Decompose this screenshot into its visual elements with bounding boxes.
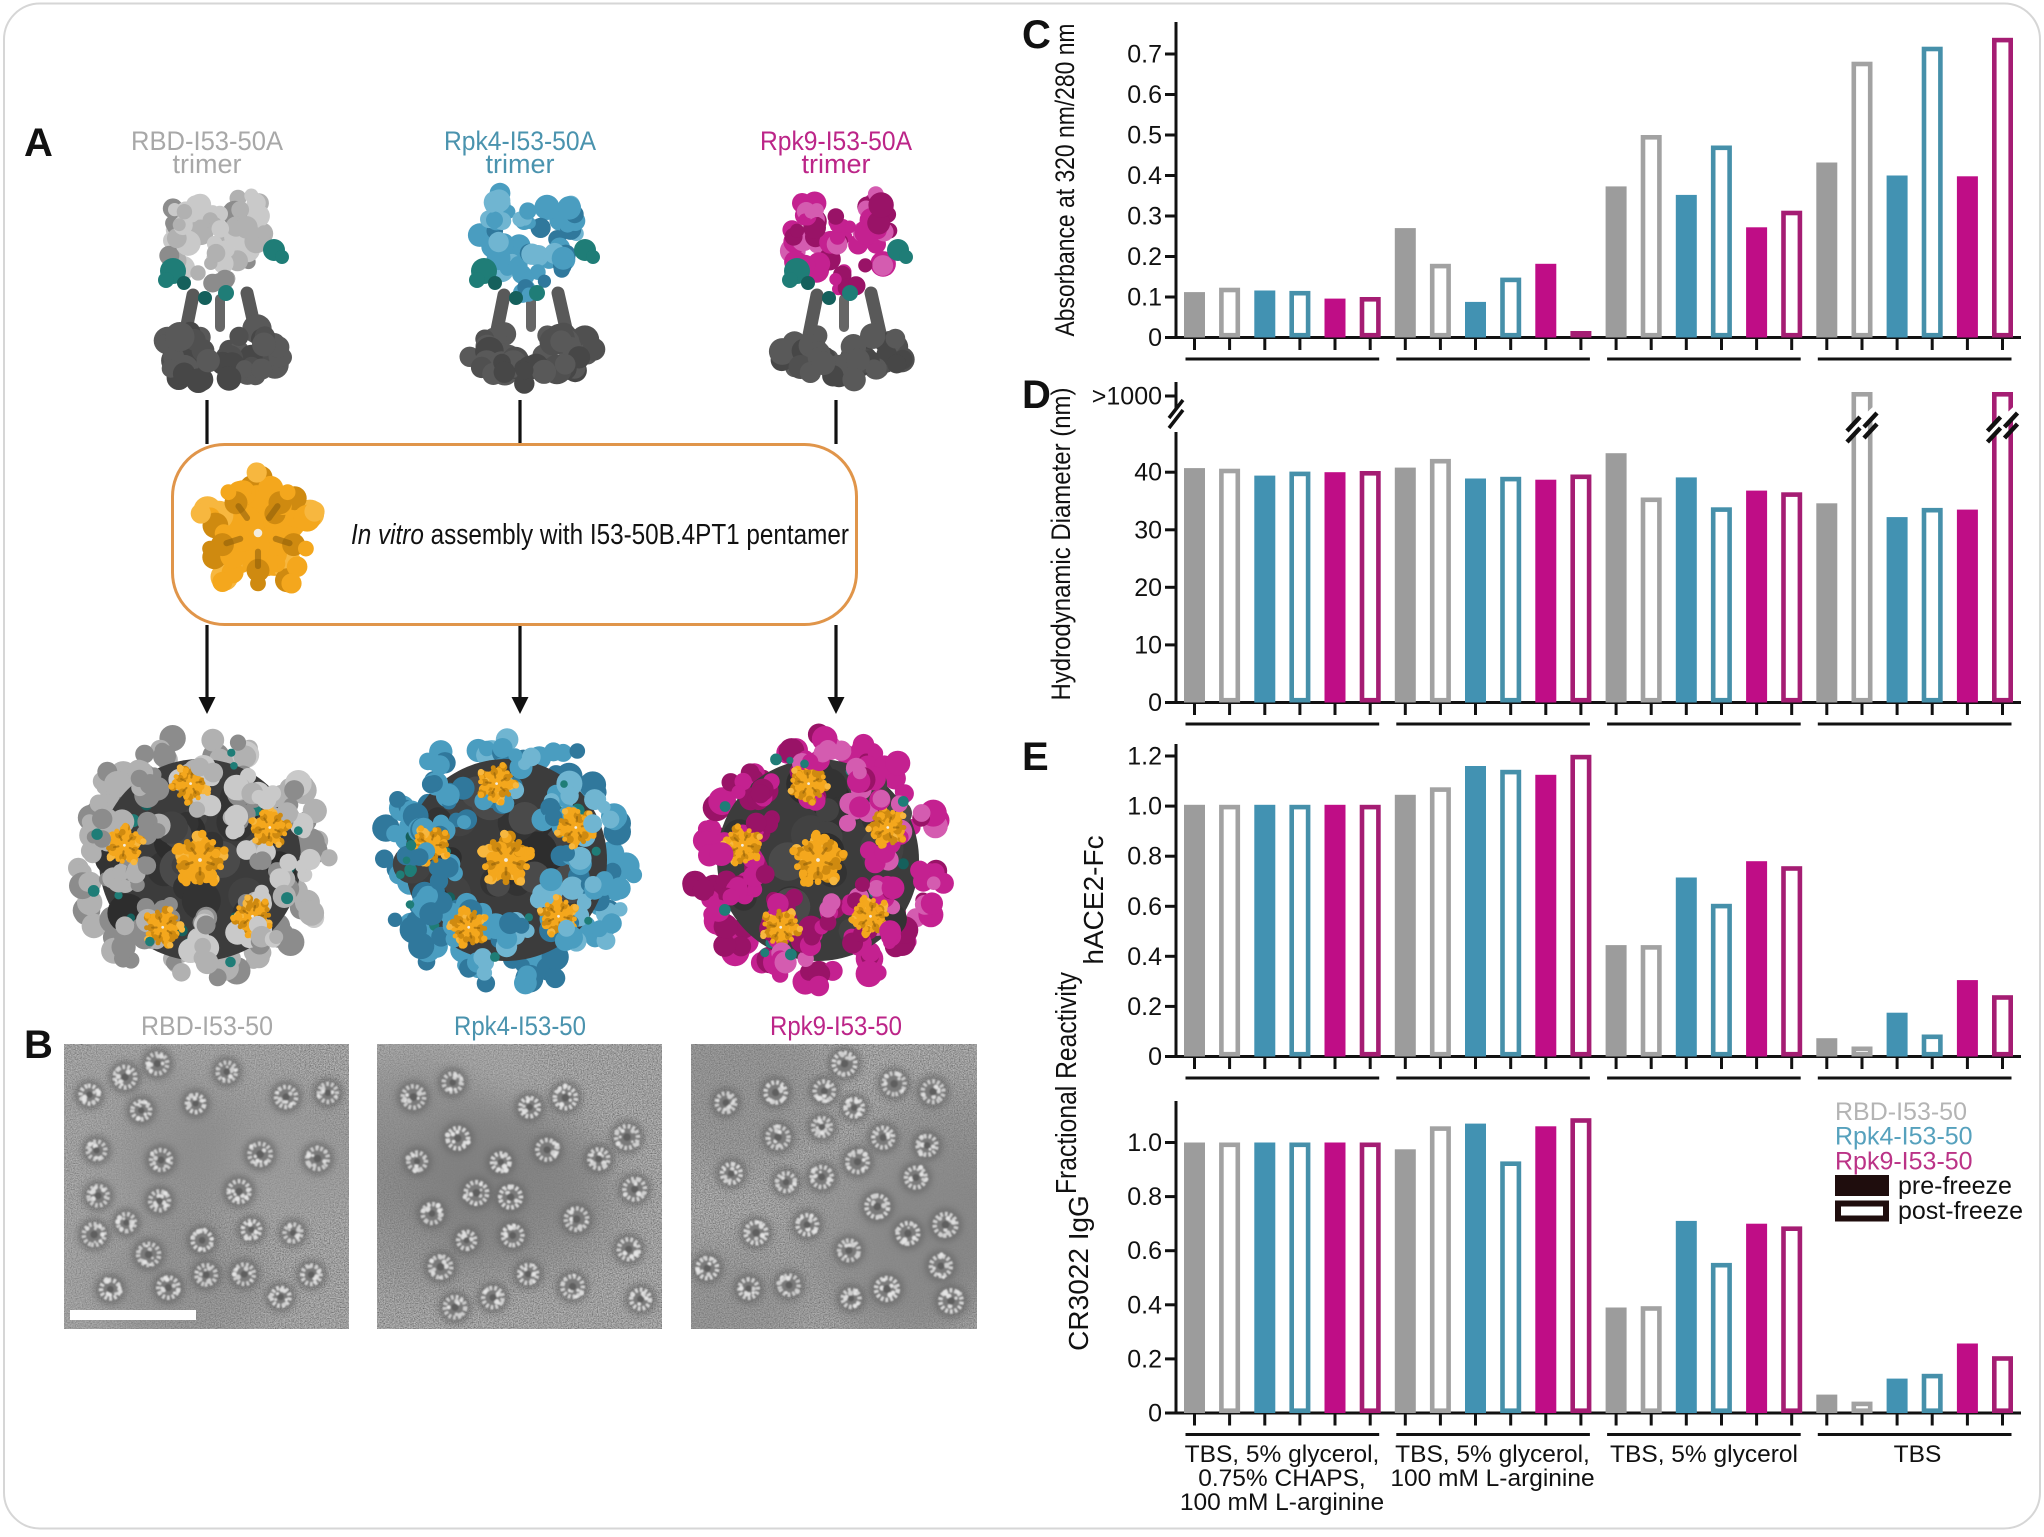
svg-text:TBS, 5% glycerol: TBS, 5% glycerol: [1610, 1441, 1798, 1468]
svg-text:C: C: [1022, 13, 1051, 57]
svg-text:trimer: trimer: [802, 149, 871, 179]
svg-text:0.7: 0.7: [1127, 41, 1162, 69]
svg-text:B: B: [24, 1023, 53, 1067]
svg-text:0.8: 0.8: [1127, 843, 1162, 871]
svg-text:0.4: 0.4: [1127, 943, 1162, 971]
svg-text:0.1: 0.1: [1127, 284, 1162, 312]
svg-text:Absorbance at 320 nm/280 nm: Absorbance at 320 nm/280 nm: [1050, 24, 1080, 337]
svg-text:0.5: 0.5: [1127, 122, 1162, 150]
svg-text:0.2: 0.2: [1127, 993, 1162, 1021]
svg-text:100 mM L-arginine: 100 mM L-arginine: [1180, 1489, 1384, 1516]
svg-text:In vitro assembly with I53-50B: In vitro assembly with I53-50B.4PT1 pent…: [351, 519, 849, 551]
svg-text:0.75% CHAPS,: 0.75% CHAPS,: [1198, 1465, 1366, 1492]
svg-text:Hydrodynamic Diameter (nm): Hydrodynamic Diameter (nm): [1046, 388, 1076, 701]
svg-text:post-freeze: post-freeze: [1898, 1197, 2023, 1225]
svg-text:A: A: [24, 121, 53, 165]
svg-text:>1000: >1000: [1092, 383, 1162, 411]
svg-text:0.4: 0.4: [1127, 162, 1162, 190]
svg-text:pre-freeze: pre-freeze: [1898, 1172, 2012, 1200]
svg-text:CR3022 IgG: CR3022 IgG: [1063, 1195, 1094, 1351]
svg-text:100 mM L-arginine: 100 mM L-arginine: [1390, 1465, 1594, 1492]
svg-text:0.6: 0.6: [1127, 1237, 1162, 1265]
svg-text:0: 0: [1148, 689, 1162, 717]
svg-text:1.0: 1.0: [1127, 793, 1162, 821]
svg-text:0.4: 0.4: [1127, 1291, 1162, 1319]
svg-text:0: 0: [1148, 1400, 1162, 1428]
svg-text:TBS: TBS: [1894, 1441, 1942, 1468]
svg-text:0.3: 0.3: [1127, 203, 1162, 231]
svg-text:0.6: 0.6: [1127, 81, 1162, 109]
svg-text:trimer: trimer: [173, 149, 242, 179]
svg-text:40: 40: [1134, 459, 1162, 487]
svg-text:TBS, 5% glycerol,: TBS, 5% glycerol,: [1395, 1441, 1590, 1468]
svg-text:0.6: 0.6: [1127, 893, 1162, 921]
svg-text:10: 10: [1134, 631, 1162, 659]
svg-text:1.2: 1.2: [1127, 743, 1162, 771]
svg-text:30: 30: [1134, 516, 1162, 544]
svg-text:trimer: trimer: [486, 149, 555, 179]
svg-text:0.2: 0.2: [1127, 1345, 1162, 1373]
svg-text:RBD-I53-50: RBD-I53-50: [141, 1011, 273, 1041]
svg-text:E: E: [1022, 735, 1049, 779]
svg-text:0: 0: [1148, 324, 1162, 352]
svg-text:1.0: 1.0: [1127, 1129, 1162, 1157]
svg-text:0.8: 0.8: [1127, 1183, 1162, 1211]
svg-text:Rpk9-I53-50: Rpk9-I53-50: [770, 1011, 902, 1041]
svg-text:hACE2-Fc: hACE2-Fc: [1078, 835, 1109, 964]
svg-text:TBS, 5% glycerol,: TBS, 5% glycerol,: [1185, 1441, 1380, 1468]
svg-text:Fractional Reactivity: Fractional Reactivity: [1051, 972, 1083, 1194]
svg-text:0.2: 0.2: [1127, 243, 1162, 271]
svg-text:Rpk4-I53-50: Rpk4-I53-50: [454, 1011, 586, 1041]
svg-text:0: 0: [1148, 1043, 1162, 1071]
svg-text:20: 20: [1134, 574, 1162, 602]
